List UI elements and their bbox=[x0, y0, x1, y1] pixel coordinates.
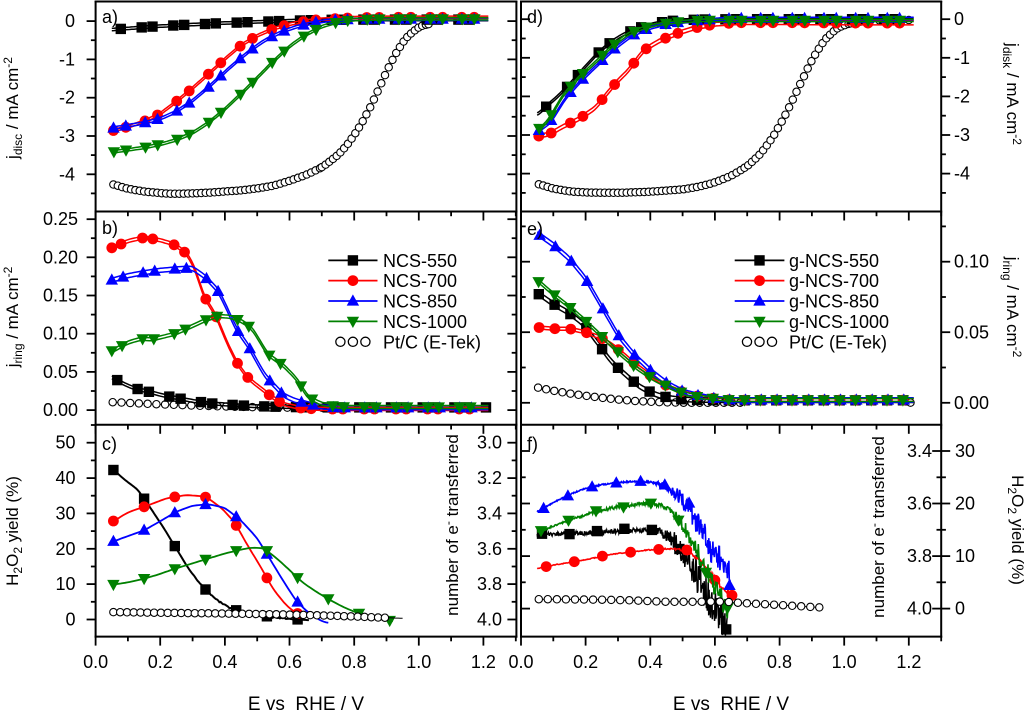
svg-text:Pt/C (E-Tek): Pt/C (E-Tek) bbox=[789, 332, 887, 352]
svg-text:0: 0 bbox=[65, 610, 75, 630]
svg-text:1.2: 1.2 bbox=[896, 652, 921, 672]
svg-text:number of e- transferred: number of e- transferred bbox=[441, 434, 462, 616]
svg-text:0: 0 bbox=[65, 11, 75, 31]
svg-text:a): a) bbox=[102, 7, 118, 27]
svg-text:-1: -1 bbox=[954, 48, 970, 68]
svg-text:-3: -3 bbox=[954, 125, 970, 145]
svg-text:0.8: 0.8 bbox=[767, 652, 792, 672]
svg-text:30: 30 bbox=[55, 503, 75, 523]
svg-text:4.0: 4.0 bbox=[907, 599, 932, 619]
svg-text:E vs RHE / V: E vs RHE / V bbox=[673, 694, 789, 713]
svg-text:0.0: 0.0 bbox=[83, 652, 108, 672]
svg-text:1.2: 1.2 bbox=[471, 652, 496, 672]
svg-text:E vs RHE / V: E vs RHE / V bbox=[248, 694, 364, 713]
svg-text:0.8: 0.8 bbox=[342, 652, 367, 672]
svg-text:g-NCS-700: g-NCS-700 bbox=[789, 271, 879, 291]
svg-text:50: 50 bbox=[55, 433, 75, 453]
svg-text:3.8: 3.8 bbox=[907, 546, 932, 566]
svg-text:Pt/C (E-Tek): Pt/C (E-Tek) bbox=[383, 332, 481, 352]
svg-text:4.0: 4.0 bbox=[477, 610, 502, 630]
svg-text:1.0: 1.0 bbox=[406, 652, 431, 672]
svg-text:-1: -1 bbox=[59, 49, 75, 69]
svg-text:3.8: 3.8 bbox=[477, 574, 502, 594]
svg-text:3.6: 3.6 bbox=[477, 539, 502, 559]
svg-text:NCS-1000: NCS-1000 bbox=[383, 312, 467, 332]
svg-text:0.00: 0.00 bbox=[954, 393, 989, 413]
svg-text:0.05: 0.05 bbox=[43, 362, 78, 382]
svg-text:0.6: 0.6 bbox=[702, 652, 727, 672]
svg-text:0.0: 0.0 bbox=[508, 652, 533, 672]
svg-text:30: 30 bbox=[955, 441, 975, 461]
svg-text:0: 0 bbox=[955, 599, 965, 619]
svg-text:0.25: 0.25 bbox=[43, 209, 78, 229]
svg-text:40: 40 bbox=[55, 468, 75, 488]
svg-text:g-NCS-550: g-NCS-550 bbox=[789, 251, 879, 271]
svg-text:0.4: 0.4 bbox=[638, 652, 663, 672]
svg-text:0.4: 0.4 bbox=[212, 652, 237, 672]
svg-text:NCS-700: NCS-700 bbox=[383, 271, 457, 291]
svg-text:0.2: 0.2 bbox=[573, 652, 598, 672]
svg-text:3.4: 3.4 bbox=[477, 503, 502, 523]
svg-text:-3: -3 bbox=[59, 126, 75, 146]
svg-text:NCS-550: NCS-550 bbox=[383, 251, 457, 271]
svg-text:b): b) bbox=[102, 218, 118, 238]
svg-text:0.6: 0.6 bbox=[277, 652, 302, 672]
svg-text:-4: -4 bbox=[954, 164, 970, 184]
svg-text:-4: -4 bbox=[59, 164, 75, 184]
svg-text:0: 0 bbox=[954, 9, 964, 29]
svg-text:0.10: 0.10 bbox=[43, 324, 78, 344]
svg-text:20: 20 bbox=[955, 494, 975, 514]
svg-text:f): f) bbox=[527, 434, 538, 454]
svg-text:0.00: 0.00 bbox=[43, 400, 78, 420]
svg-text:d): d) bbox=[527, 7, 543, 27]
svg-text:number of e- transferred: number of e- transferred bbox=[867, 436, 888, 618]
svg-text:1.0: 1.0 bbox=[832, 652, 857, 672]
svg-text:NCS-850: NCS-850 bbox=[383, 292, 457, 312]
svg-text:3.4: 3.4 bbox=[907, 441, 932, 461]
svg-text:c): c) bbox=[102, 434, 117, 454]
svg-text:H2O2 yield (%): H2O2 yield (%) bbox=[1005, 475, 1024, 585]
svg-text:3.0: 3.0 bbox=[477, 433, 502, 453]
svg-text:-2: -2 bbox=[59, 88, 75, 108]
svg-text:-2: -2 bbox=[954, 86, 970, 106]
svg-text:0.15: 0.15 bbox=[43, 286, 78, 306]
svg-text:H2O2 yield (%): H2O2 yield (%) bbox=[3, 476, 25, 586]
svg-text:3.2: 3.2 bbox=[477, 468, 502, 488]
svg-text:g-NCS-850: g-NCS-850 bbox=[789, 292, 879, 312]
svg-text:g-NCS-1000: g-NCS-1000 bbox=[789, 312, 889, 332]
svg-text:0.10: 0.10 bbox=[954, 252, 989, 272]
svg-text:e): e) bbox=[527, 219, 543, 239]
svg-text:10: 10 bbox=[955, 546, 975, 566]
svg-text:0.05: 0.05 bbox=[954, 322, 989, 342]
svg-text:20: 20 bbox=[55, 539, 75, 559]
svg-text:3.6: 3.6 bbox=[907, 494, 932, 514]
svg-text:0.20: 0.20 bbox=[43, 247, 78, 267]
svg-text:0.2: 0.2 bbox=[148, 652, 173, 672]
svg-text:10: 10 bbox=[55, 574, 75, 594]
